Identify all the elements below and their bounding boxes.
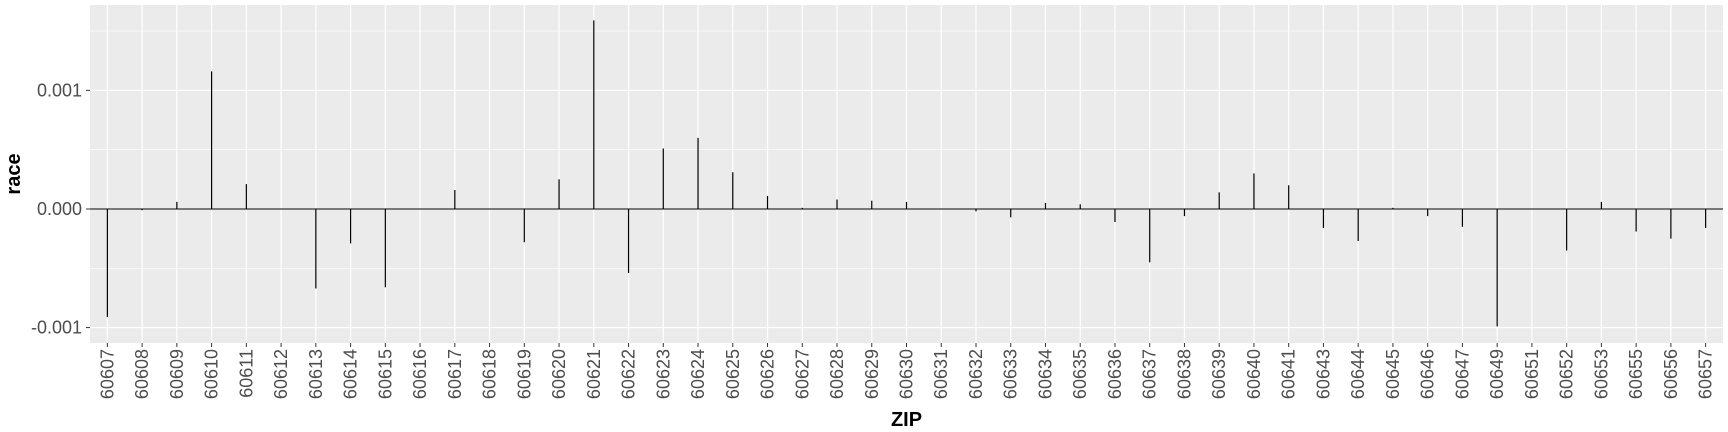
- x-tick-label: 60615: [375, 349, 395, 399]
- y-tick-label: 0.000: [37, 199, 82, 219]
- x-tick-label: 60656: [1661, 349, 1681, 399]
- x-tick-label: 60633: [1001, 349, 1021, 399]
- y-tick-label: -0.001: [31, 318, 82, 338]
- x-tick-label: 60617: [445, 349, 465, 399]
- x-tick-label: 60641: [1279, 349, 1299, 399]
- x-tick-label: 60613: [306, 349, 326, 399]
- y-tick-label: 0.001: [37, 80, 82, 100]
- x-tick-label: 60629: [862, 349, 882, 399]
- x-tick-label: 60655: [1626, 349, 1646, 399]
- x-tick-label: 60618: [480, 349, 500, 399]
- x-tick-label: 60636: [1105, 349, 1125, 399]
- x-tick-label: 60639: [1209, 349, 1229, 399]
- x-tick-label: 60626: [758, 349, 778, 399]
- x-tick-label: 60610: [202, 349, 222, 399]
- x-axis: 60607 60608 60609 60610 60611 60612 60613 60614…: [97, 343, 1716, 399]
- y-axis-title: race: [3, 153, 25, 194]
- x-axis-title: ZIP: [891, 409, 922, 431]
- x-tick-label: 60628: [827, 349, 847, 399]
- x-tick-label: 60647: [1452, 349, 1472, 399]
- x-tick-label: 60616: [410, 349, 430, 399]
- x-tick-label: 60621: [584, 349, 604, 399]
- x-tick-label: 60609: [167, 349, 187, 399]
- x-tick-label: 60624: [688, 349, 708, 399]
- x-tick-label: 60631: [931, 349, 951, 399]
- x-tick-label: 60638: [1174, 349, 1194, 399]
- x-tick-label: 60637: [1140, 349, 1160, 399]
- x-tick-label: 60657: [1696, 349, 1716, 399]
- y-axis: -0.001 0.000 0.001: [31, 80, 90, 338]
- x-tick-label: 60652: [1557, 349, 1577, 399]
- x-tick-label: 60644: [1348, 349, 1368, 399]
- x-tick-label: 60625: [723, 349, 743, 399]
- x-tick-label: 60649: [1487, 349, 1507, 399]
- x-tick-label: 60619: [514, 349, 534, 399]
- x-tick-label: 60634: [1035, 349, 1055, 399]
- x-tick-label: 60643: [1313, 349, 1333, 399]
- x-tick-label: 60653: [1591, 349, 1611, 399]
- bar-marks: [106, 20, 1707, 327]
- x-tick-label: 60608: [132, 349, 152, 399]
- x-tick-label: 60646: [1418, 349, 1438, 399]
- x-tick-label: 60607: [97, 349, 117, 399]
- x-tick-label: 60632: [966, 349, 986, 399]
- x-tick-label: 60645: [1383, 349, 1403, 399]
- x-tick-label: 60630: [897, 349, 917, 399]
- x-tick-label: 60622: [619, 349, 639, 399]
- x-tick-label: 60614: [341, 349, 361, 399]
- x-tick-label: 60612: [271, 349, 291, 399]
- x-tick-label: 60611: [236, 349, 256, 398]
- x-tick-label: 60627: [792, 349, 812, 399]
- x-tick-label: 60640: [1244, 349, 1264, 399]
- x-tick-label: 60651: [1522, 349, 1542, 399]
- x-tick-label: 60620: [549, 349, 569, 399]
- x-tick-label: 60635: [1070, 349, 1090, 399]
- x-tick-label: 60623: [653, 349, 673, 399]
